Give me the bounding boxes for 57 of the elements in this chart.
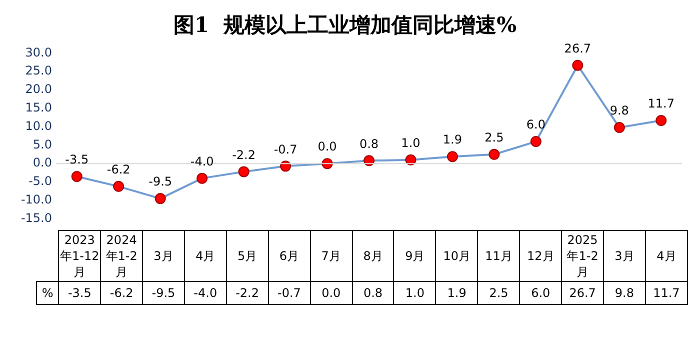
text: -4.0 — [190, 154, 214, 168]
data-label: -9.5 — [142, 282, 184, 304]
text: 0.0 — [318, 140, 337, 154]
data-label: 11.7 — [645, 282, 688, 304]
x-tick-label: 7月 — [310, 230, 352, 282]
x-tick-label: 12月 — [520, 230, 562, 282]
x-tick-label: 3月 — [604, 230, 646, 282]
y-tick-label: 15.0 — [25, 100, 52, 115]
x-tick-label: 5月 — [226, 230, 268, 282]
y-tick-label: 0.0 — [32, 156, 52, 170]
data-label: 26.7 — [562, 282, 604, 304]
y-tick-label: -15.0 — [20, 210, 52, 225]
x-tick-label: 2023年1-12月 — [58, 230, 101, 282]
text: -2.2 — [232, 148, 256, 162]
x-tick-label: 6月 — [268, 230, 310, 282]
text: -9.5 — [148, 174, 172, 189]
y-tick-label: -5.0 — [28, 174, 52, 188]
text: 2.5 — [484, 130, 504, 145]
y-tick-label: 25.0 — [25, 64, 52, 78]
x-tick-label: 11月 — [478, 230, 520, 282]
y-tick-label: 5.0 — [32, 137, 52, 152]
text: -3.5 — [65, 152, 89, 167]
data-label: 9.8 — [604, 282, 646, 304]
x-tick-label: 4月 — [184, 230, 226, 282]
text: -0.7 — [274, 142, 298, 156]
data-label: 0.8 — [352, 282, 394, 304]
data-label: -3.5 — [58, 282, 101, 304]
text: 1.0 — [401, 136, 420, 150]
text: 0.8 — [359, 136, 379, 151]
data-label: -2.2 — [226, 282, 268, 304]
chart-title: 图1 规模以上工业增加值同比增速% — [173, 12, 517, 38]
y-tick-label: -10.0 — [20, 192, 52, 207]
y-tick-label: 10.0 — [25, 118, 52, 133]
data-label: -6.2 — [100, 282, 143, 304]
data-label: 2.5 — [478, 282, 520, 304]
text: 6.0 — [526, 118, 546, 132]
text: -6.2 — [106, 162, 130, 177]
text: 11.7 — [648, 96, 674, 111]
data-label: 6.0 — [520, 282, 562, 304]
text: 26.7 — [564, 41, 592, 56]
x-tick-label: 3月 — [142, 230, 184, 282]
data-label: -4.0 — [184, 282, 226, 304]
data-label: 0.0 — [310, 282, 352, 304]
y-tick-label: 20.0 — [25, 82, 52, 96]
x-tick-label: 4月 — [645, 230, 688, 282]
data-label: 1.9 — [436, 282, 478, 304]
x-tick-label: 9月 — [394, 230, 436, 282]
x-tick-label: 8月 — [352, 230, 394, 282]
y-tick-label: 30.0 — [25, 45, 52, 60]
x-tick-label: 2024年1-2月 — [100, 230, 143, 282]
data-label: 1.0 — [394, 282, 436, 304]
text: % — [36, 282, 59, 304]
x-tick-label: 2025年1-2月 — [562, 230, 604, 282]
text: 9.8 — [610, 104, 629, 118]
data-label: -0.7 — [268, 282, 310, 304]
x-tick-label: 10月 — [436, 230, 478, 282]
text: 1.9 — [442, 132, 462, 147]
